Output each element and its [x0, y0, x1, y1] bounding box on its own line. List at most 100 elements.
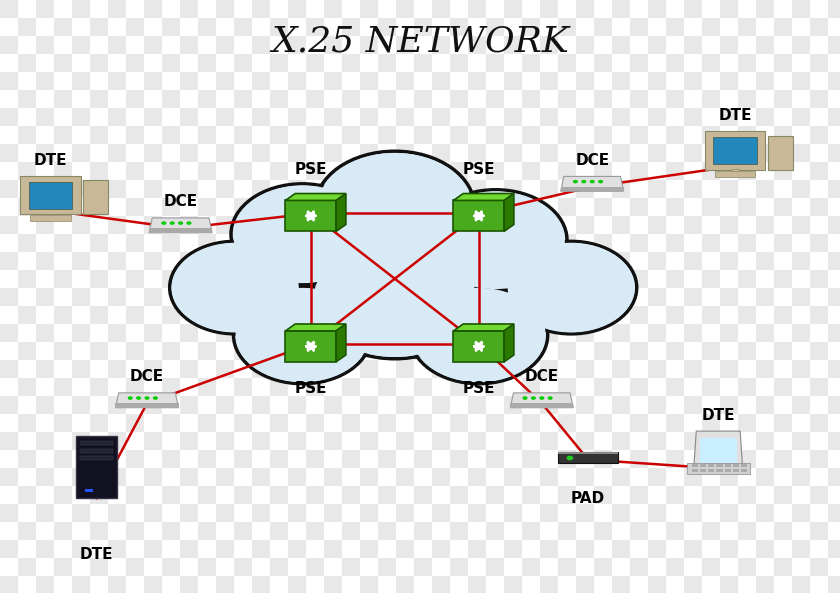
Bar — [702, 198, 720, 216]
Bar — [216, 90, 234, 108]
Bar — [486, 216, 504, 234]
Bar — [468, 216, 486, 234]
Bar — [90, 396, 108, 414]
Bar — [396, 378, 414, 396]
Bar — [702, 0, 720, 18]
Bar — [810, 504, 828, 522]
Bar — [360, 414, 378, 432]
Bar — [270, 360, 288, 378]
Bar — [522, 540, 540, 558]
Bar — [90, 576, 108, 593]
Bar — [180, 234, 198, 252]
Circle shape — [573, 180, 578, 183]
Bar — [468, 180, 486, 198]
Bar — [144, 234, 162, 252]
Bar — [594, 54, 612, 72]
Bar — [360, 576, 378, 593]
Bar — [198, 558, 216, 576]
Bar — [180, 378, 198, 396]
Bar — [324, 342, 342, 360]
Bar — [252, 414, 270, 432]
Bar — [414, 306, 432, 324]
Bar — [702, 216, 720, 234]
Bar — [486, 0, 504, 18]
Bar — [270, 414, 288, 432]
Bar — [504, 306, 522, 324]
Bar — [324, 18, 342, 36]
Bar — [324, 144, 342, 162]
Circle shape — [506, 241, 637, 334]
Bar — [342, 468, 360, 486]
Bar — [630, 288, 648, 306]
Bar — [630, 540, 648, 558]
Bar — [732, 464, 739, 467]
Bar — [306, 360, 324, 378]
Bar — [558, 378, 576, 396]
Bar — [252, 108, 270, 126]
Bar — [540, 342, 558, 360]
Bar — [540, 486, 558, 504]
Bar — [72, 234, 90, 252]
Bar — [324, 558, 342, 576]
Bar — [756, 540, 774, 558]
Bar — [522, 36, 540, 54]
Bar — [684, 522, 702, 540]
Bar — [342, 414, 360, 432]
Bar — [54, 414, 72, 432]
Bar — [522, 306, 540, 324]
Bar — [486, 126, 504, 144]
Bar — [76, 436, 117, 498]
Bar — [828, 522, 840, 540]
Bar — [72, 486, 90, 504]
Bar — [144, 360, 162, 378]
Bar — [684, 504, 702, 522]
Bar — [18, 342, 36, 360]
Bar — [288, 324, 306, 342]
Bar — [684, 486, 702, 504]
Bar — [666, 288, 684, 306]
Bar — [720, 468, 738, 486]
Bar — [558, 396, 576, 414]
Bar — [108, 342, 126, 360]
Bar — [108, 180, 126, 198]
Bar — [306, 540, 324, 558]
Bar — [216, 324, 234, 342]
Bar — [18, 0, 36, 18]
Bar — [828, 234, 840, 252]
Bar — [741, 464, 748, 467]
Bar — [540, 0, 558, 18]
Bar — [216, 306, 234, 324]
Bar — [738, 162, 756, 180]
Bar — [180, 180, 198, 198]
Bar — [828, 36, 840, 54]
Bar — [252, 18, 270, 36]
Bar — [378, 486, 396, 504]
Bar — [288, 342, 306, 360]
Bar — [702, 414, 720, 432]
Bar — [468, 18, 486, 36]
Bar — [0, 108, 18, 126]
Bar — [828, 180, 840, 198]
Circle shape — [522, 396, 528, 400]
Bar — [666, 108, 684, 126]
Bar — [648, 450, 666, 468]
Bar — [720, 252, 738, 270]
Bar — [18, 396, 36, 414]
Bar — [666, 72, 684, 90]
Bar — [36, 360, 54, 378]
Bar — [504, 36, 522, 54]
Bar — [324, 504, 342, 522]
Bar — [792, 558, 810, 576]
Bar — [396, 288, 414, 306]
Bar — [504, 180, 522, 198]
Bar — [828, 540, 840, 558]
Bar — [450, 396, 468, 414]
Bar — [414, 72, 432, 90]
Bar — [72, 0, 90, 18]
Bar — [360, 450, 378, 468]
Bar — [666, 36, 684, 54]
Bar — [306, 378, 324, 396]
Bar — [768, 136, 793, 170]
Bar — [540, 468, 558, 486]
Bar — [702, 576, 720, 593]
